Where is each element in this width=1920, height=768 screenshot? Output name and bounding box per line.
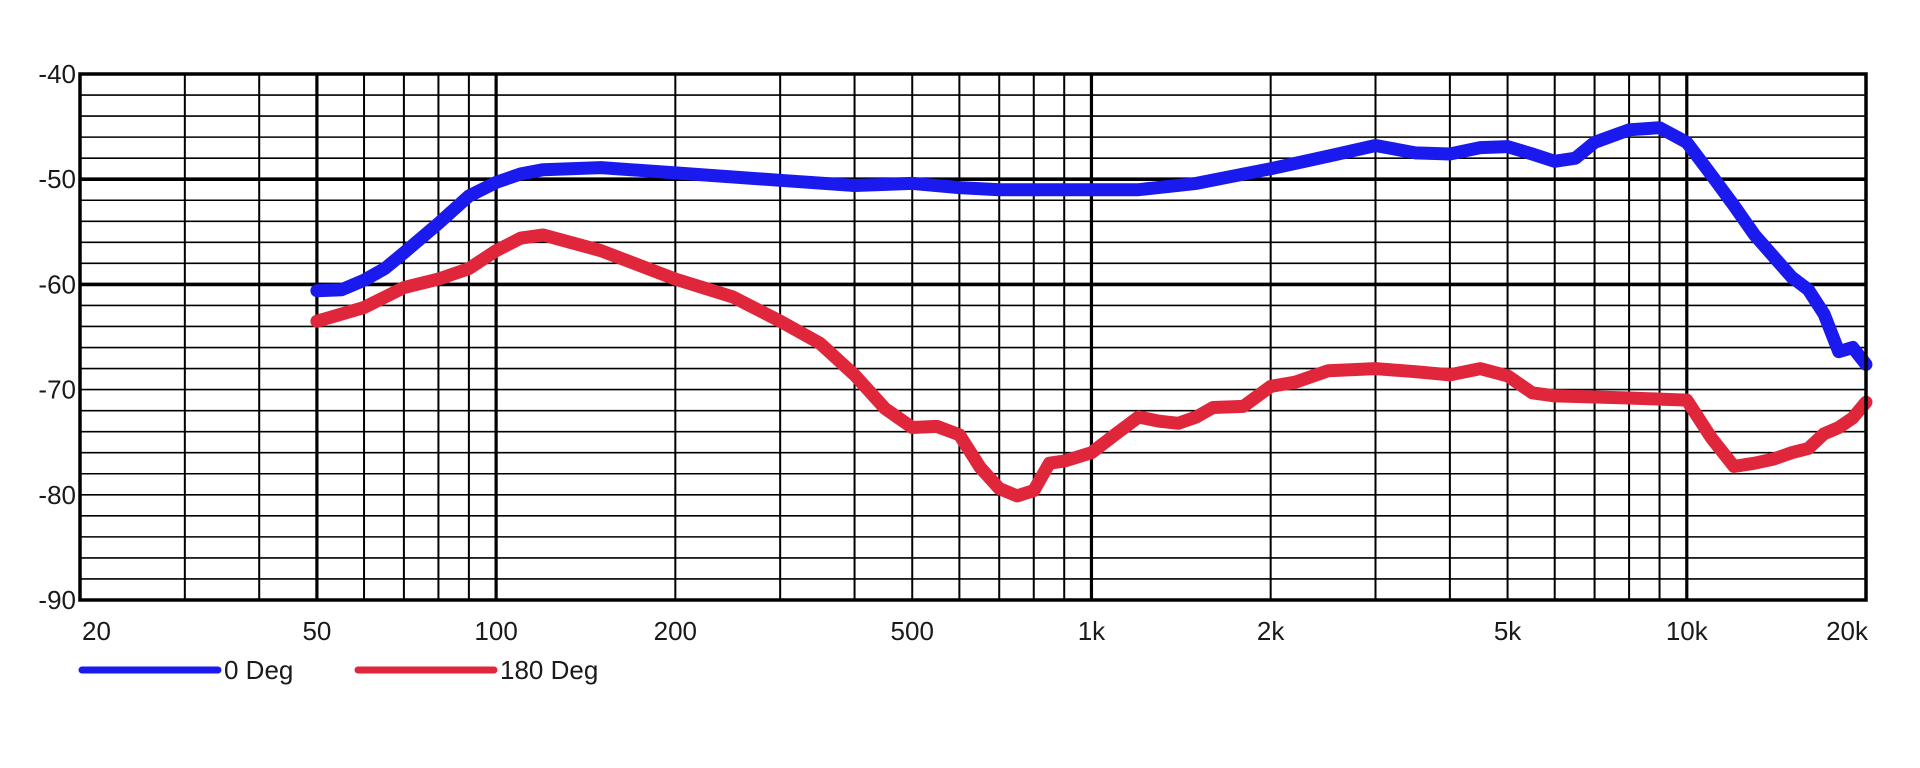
x-tick-label: 20k (1826, 616, 1869, 646)
x-tick-label: 500 (891, 616, 934, 646)
chart-grid (80, 74, 1866, 600)
legend-label: 0 Deg (224, 655, 293, 685)
y-tick-label: -70 (38, 375, 76, 405)
plot-frame (78, 72, 1868, 602)
x-tick-label: 100 (474, 616, 517, 646)
chart-series (310, 121, 1873, 503)
series-line-180-deg (310, 228, 1873, 503)
y-tick-label: -40 (38, 59, 76, 89)
y-tick-label: -50 (38, 164, 76, 194)
x-tick-label: 1k (1078, 616, 1106, 646)
y-tick-label: -60 (38, 269, 76, 299)
x-tick-label: 10k (1666, 616, 1709, 646)
x-tick-label: 2k (1257, 616, 1285, 646)
x-tick-label: 5k (1494, 616, 1522, 646)
legend-label: 180 Deg (500, 655, 598, 685)
chart-legend: 0 Deg 180 Deg (78, 655, 598, 685)
x-tick-label: 50 (302, 616, 331, 646)
y-tick-label: -80 (38, 480, 76, 510)
x-tick-label: 200 (654, 616, 697, 646)
y-tick-label: -90 (38, 585, 76, 615)
series-line-0-deg (310, 121, 1873, 371)
x-tick-label: 20 (82, 616, 111, 646)
